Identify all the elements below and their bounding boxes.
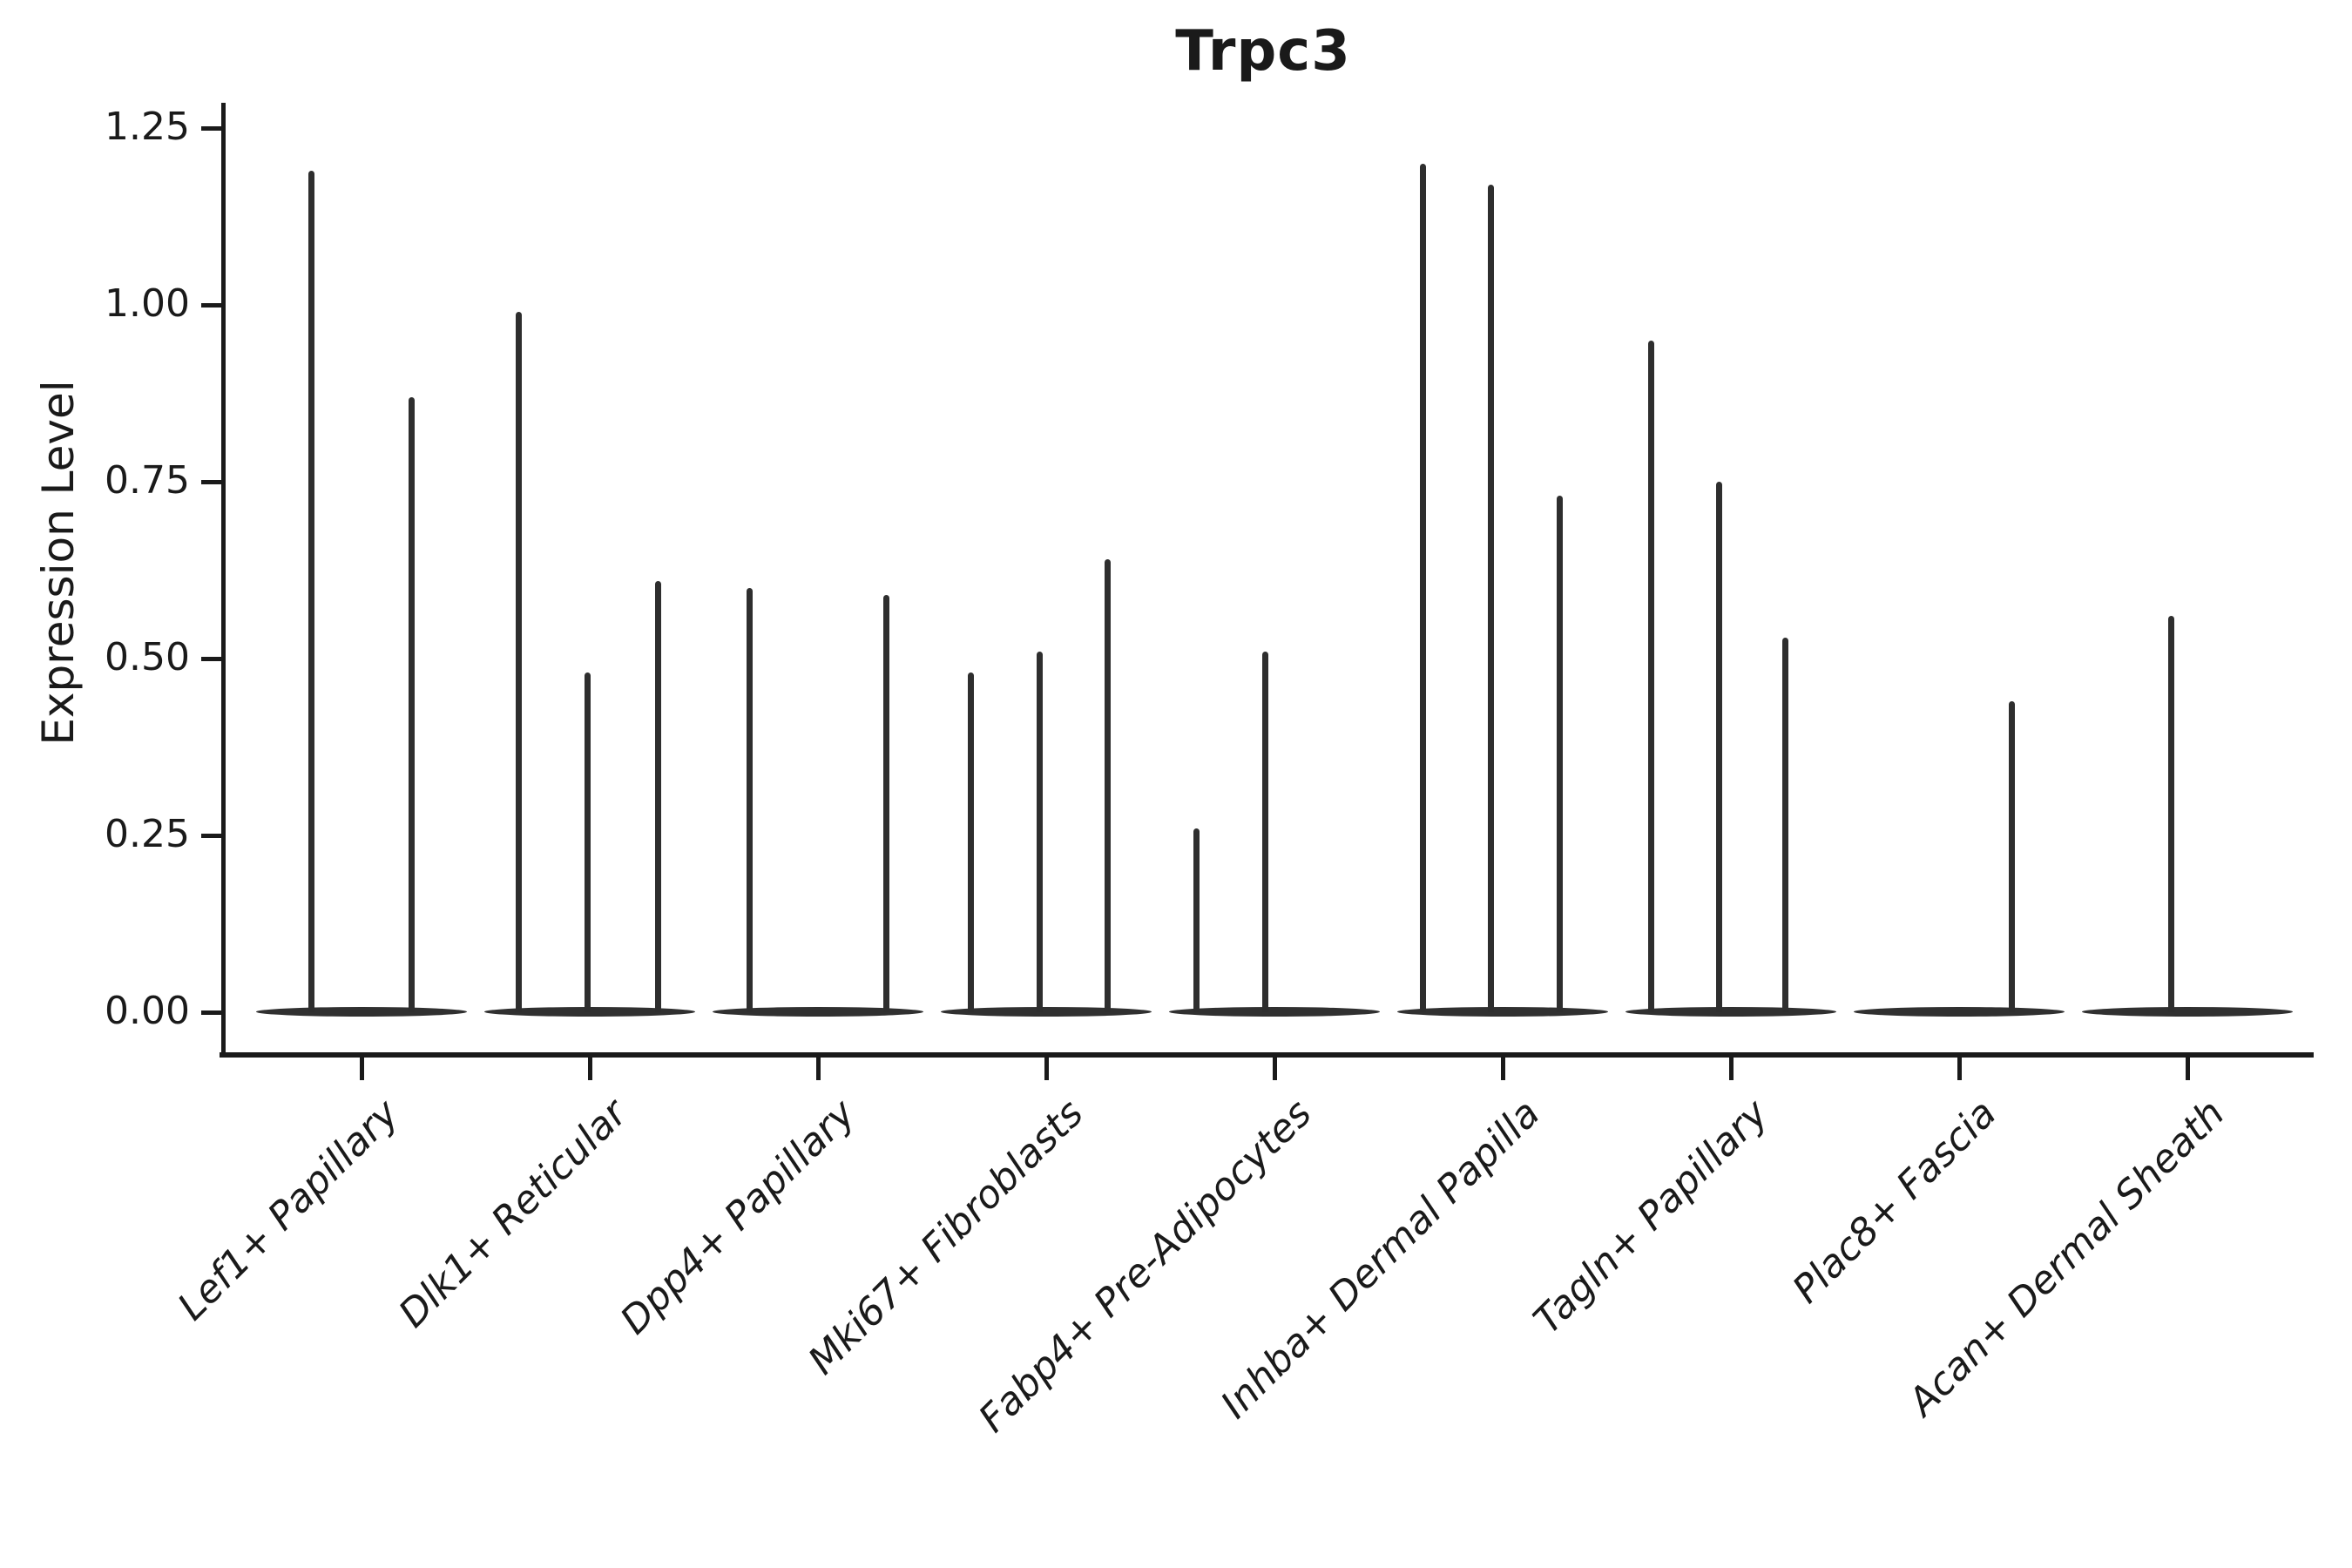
violin-spike	[1647, 340, 1654, 1012]
violin-spike	[1419, 163, 1426, 1012]
y-tick	[201, 833, 222, 838]
violin-spike	[1193, 828, 1200, 1012]
violin-base	[713, 1007, 923, 1017]
y-tick-label: 1.25	[105, 105, 190, 149]
x-tick-label: Dpp4+ Papillary	[612, 1091, 864, 1343]
violin-base	[941, 1007, 1152, 1017]
violin-spike	[516, 312, 523, 1012]
x-tick-label: Fabp4+ Pre-Adipocytes	[970, 1091, 1321, 1442]
violin-spike	[1782, 637, 1789, 1012]
violin-base	[1854, 1007, 2065, 1017]
violin-spike	[1716, 482, 1723, 1012]
y-tick-label: 0.75	[105, 458, 190, 503]
violin-spike	[746, 587, 753, 1012]
x-tick-label: Lef1+ Papillary	[169, 1091, 408, 1329]
y-tick	[201, 302, 222, 308]
chart-title: Trpc3	[1175, 19, 1351, 84]
y-tick	[201, 479, 222, 484]
x-tick	[359, 1058, 364, 1080]
violin-spike	[2168, 616, 2175, 1012]
y-axis-spine	[221, 103, 226, 1057]
violin-spike	[409, 396, 416, 1012]
y-tick-label: 0.50	[105, 635, 190, 679]
violin-spike	[1557, 496, 1563, 1012]
x-tick-label: Tagln+ Papillary	[1524, 1091, 1777, 1343]
x-tick-label: Acan+ Dermal Sheath	[1900, 1091, 2234, 1425]
y-tick	[201, 125, 222, 131]
violin-spike	[1105, 559, 1112, 1012]
violin-spike	[655, 580, 662, 1012]
x-tick	[1957, 1058, 1962, 1080]
y-tick	[201, 656, 222, 661]
y-tick-label: 0.25	[105, 812, 190, 856]
x-tick	[815, 1058, 821, 1080]
y-axis-label: Expression Level	[33, 380, 84, 746]
violin-spike	[1488, 184, 1495, 1012]
y-tick	[201, 1010, 222, 1015]
x-tick	[1272, 1058, 1277, 1080]
x-tick	[587, 1058, 592, 1080]
y-tick-label: 1.00	[105, 281, 190, 326]
x-tick	[1728, 1058, 1734, 1080]
violin-spike	[1036, 651, 1043, 1012]
x-tick-label: Inhba+ Dermal Papilla	[1212, 1091, 1549, 1428]
violin-spike	[2008, 700, 2015, 1012]
x-tick-label: Plac8+ Fascia	[1784, 1091, 2005, 1312]
x-tick	[1500, 1058, 1505, 1080]
violin-spike	[584, 672, 591, 1012]
y-tick-label: 0.00	[105, 989, 190, 1033]
x-tick-label: Mki67+ Fibroblasts	[800, 1091, 1092, 1383]
x-tick-label: Dlk1+ Reticular	[390, 1091, 636, 1336]
violin-base	[2082, 1007, 2293, 1017]
x-axis-spine	[220, 1052, 2314, 1058]
x-tick	[1044, 1058, 1049, 1080]
violin-spike	[1262, 651, 1269, 1012]
violin-base	[1169, 1007, 1380, 1017]
violin-spike	[308, 170, 314, 1012]
violin-spike	[968, 672, 975, 1012]
violin-base	[256, 1007, 467, 1017]
violin-spike	[883, 594, 890, 1012]
violin-base	[1397, 1007, 1608, 1017]
x-tick	[2185, 1058, 2190, 1080]
violin-base	[1625, 1007, 1836, 1017]
